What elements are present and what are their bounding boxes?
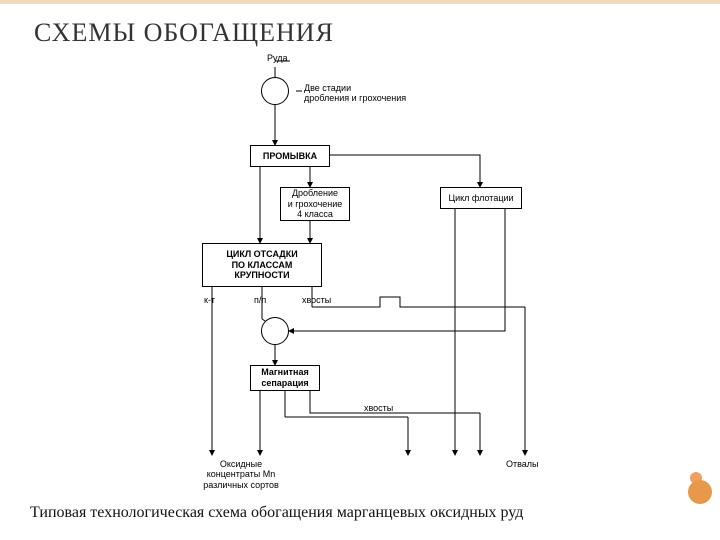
box-otsadka: ЦИКЛ ОТСАДКИ ПО КЛАССАМ КРУПНОСТИ — [202, 243, 322, 287]
label-oksid: Оксидные концентраты Mn различных сортов — [186, 459, 296, 490]
box-magsep: Магнитная сепарация — [250, 365, 320, 391]
box-drob4-label: Дробление и грохочение 4 класса — [288, 188, 343, 220]
slide-title: СХЕМЫ ОБОГАЩЕНИЯ — [34, 18, 334, 48]
box-promyvka-label: ПРОМЫВКА — [263, 151, 317, 162]
box-magsep-label: Магнитная сепарация — [261, 367, 308, 389]
process-circle-2 — [261, 317, 289, 345]
label-hvosty2: хвосты — [364, 403, 393, 413]
slide-caption: Типовая технологическая схема обогащения… — [30, 504, 690, 522]
decor-dot-big — [688, 480, 712, 504]
flow-diagram: ПРОМЫВКА Дробление и грохочение 4 класса… — [150, 55, 570, 495]
slide-top-accent — [0, 0, 720, 4]
box-promyvka: ПРОМЫВКА — [250, 145, 330, 167]
box-flot-label: Цикл флотации — [448, 193, 513, 204]
slide: СХЕМЫ ОБОГАЩЕНИЯ Типовая технологическая… — [0, 0, 720, 540]
box-drob4: Дробление и грохочение 4 класса — [280, 187, 350, 221]
label-pp: п/п — [254, 295, 266, 305]
label-drob2: Две стадии дробления и грохочения — [304, 83, 406, 104]
process-circle-1 — [261, 77, 289, 105]
label-otvaly: Отвалы — [506, 459, 539, 469]
box-otsadka-label: ЦИКЛ ОТСАДКИ ПО КЛАССАМ КРУПНОСТИ — [226, 249, 297, 281]
label-kt: к-т — [204, 295, 215, 305]
box-flot: Цикл флотации — [440, 187, 522, 209]
label-ruda: Руда — [267, 53, 287, 63]
label-hvosty1: хвосты — [302, 295, 331, 305]
